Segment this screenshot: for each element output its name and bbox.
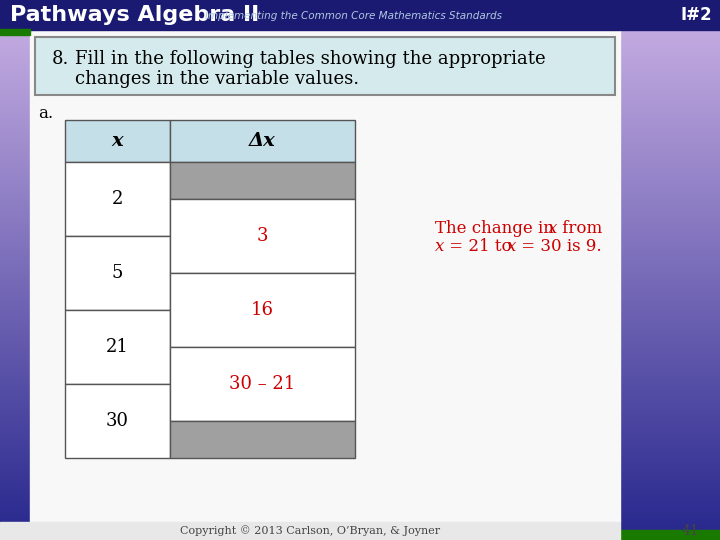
Text: 41: 41 — [681, 524, 699, 538]
Text: 3: 3 — [257, 227, 269, 245]
Bar — [170, 199, 355, 273]
Bar — [65, 236, 170, 310]
Text: x: x — [435, 239, 444, 255]
Text: Fill in the following tables showing the appropriate: Fill in the following tables showing the… — [75, 50, 546, 68]
Text: = 21 to: = 21 to — [444, 239, 517, 255]
Bar — [170, 273, 355, 347]
Text: 8.: 8. — [52, 50, 69, 68]
Text: Implementing the Common Core Mathematics Standards: Implementing the Common Core Mathematics… — [205, 11, 502, 21]
Bar — [65, 384, 170, 458]
Bar — [170, 120, 355, 162]
Text: x: x — [548, 220, 557, 238]
Text: changes in the variable values.: changes in the variable values. — [75, 70, 359, 88]
Text: 30 – 21: 30 – 21 — [230, 375, 296, 393]
Text: I#2: I#2 — [680, 6, 712, 24]
Text: Δx: Δx — [249, 132, 276, 150]
Bar — [30, 18, 620, 522]
Bar — [65, 310, 170, 384]
Text: from: from — [557, 220, 602, 238]
Bar — [170, 162, 355, 199]
Text: x: x — [112, 132, 123, 150]
Bar — [0, 522, 620, 540]
Text: 2: 2 — [112, 190, 123, 208]
Bar — [65, 162, 170, 236]
Text: = 30 is 9.: = 30 is 9. — [516, 239, 602, 255]
Bar — [170, 421, 355, 458]
Bar — [0, 29, 30, 35]
Bar — [620, 530, 720, 540]
Bar — [170, 347, 355, 421]
Bar — [0, 0, 720, 30]
Text: 21: 21 — [106, 338, 129, 356]
Text: Copyright © 2013 Carlson, O’Bryan, & Joyner: Copyright © 2013 Carlson, O’Bryan, & Joy… — [180, 525, 440, 536]
Text: Pathways Algebra II: Pathways Algebra II — [10, 5, 259, 25]
Text: x: x — [507, 239, 516, 255]
Text: The change in: The change in — [435, 220, 559, 238]
Bar — [65, 120, 170, 162]
Text: 16: 16 — [251, 301, 274, 319]
Text: a.: a. — [38, 105, 53, 122]
Text: 30: 30 — [106, 412, 129, 430]
FancyBboxPatch shape — [35, 37, 615, 95]
Text: 5: 5 — [112, 264, 123, 282]
